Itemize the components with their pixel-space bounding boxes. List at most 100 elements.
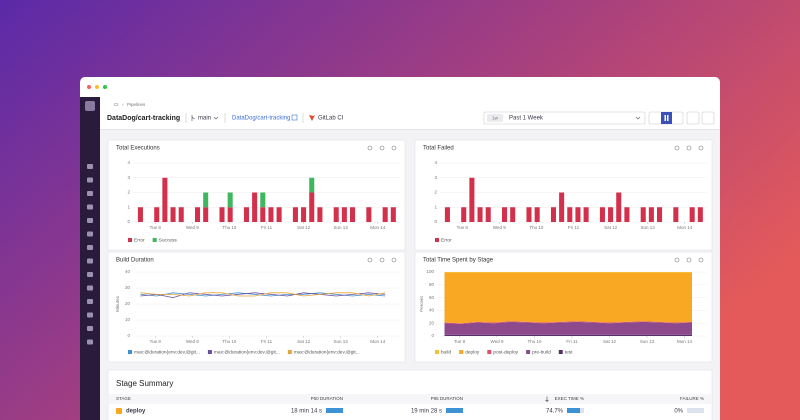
x-tick-label: Mon 14	[677, 225, 693, 230]
legend-label[interactable]: post-deploy	[493, 349, 518, 355]
panel-action[interactable]	[367, 145, 373, 151]
table-title: Stage Summary	[116, 379, 173, 388]
area	[444, 321, 692, 335]
legend-label[interactable]: Error	[134, 237, 145, 243]
breadcrumb[interactable]: CI	[114, 102, 119, 107]
legend-label[interactable]: test	[565, 349, 573, 355]
bar	[526, 207, 532, 222]
bar	[599, 207, 605, 222]
bar	[550, 207, 557, 222]
area	[444, 272, 692, 273]
bar	[178, 207, 184, 222]
panel-action[interactable]	[674, 257, 680, 263]
legend-label[interactable]: Error	[441, 237, 452, 243]
legend-label[interactable]: Success	[159, 237, 178, 243]
charts: Total Executions 0 1 2 3 4 Tue 8 Wed 9 Thu 10 Fri…	[107, 139, 713, 363]
header: CI › Pipelines DataDog/cart-tracking mai…	[107, 102, 715, 125]
legend-label[interactable]: max:@duration{env:dev,@git...	[214, 349, 280, 355]
y-tick-label: 0	[431, 333, 434, 338]
area	[444, 334, 692, 336]
branch[interactable]: main	[198, 116, 211, 122]
settings-button[interactable]	[701, 111, 715, 125]
bar	[469, 177, 475, 222]
legend-label[interactable]: build	[441, 349, 451, 355]
panel-action[interactable]	[686, 257, 692, 263]
panel-action[interactable]	[391, 257, 397, 263]
legend-swatch	[526, 350, 531, 354]
x-tick-label: Thu 10	[527, 339, 542, 344]
nav-icon[interactable]	[87, 204, 93, 210]
column-header[interactable]: FAILURE %	[680, 396, 704, 401]
bar	[689, 207, 695, 222]
bar	[292, 207, 298, 222]
panel-action[interactable]	[379, 145, 385, 151]
nav-icon[interactable]	[87, 218, 93, 223]
column-header[interactable]: P95 DURATION	[431, 396, 463, 401]
y-tick-label: 4	[127, 160, 130, 165]
max-dot[interactable]	[103, 85, 107, 89]
panel-action[interactable]	[367, 257, 373, 263]
nav-icon[interactable]	[87, 245, 93, 250]
bar	[260, 207, 266, 222]
x-tick-label: Sun 13	[641, 225, 656, 230]
close-dot[interactable]	[87, 85, 91, 89]
nav-icon[interactable]	[87, 258, 93, 264]
y-tick-label: 1	[434, 204, 437, 209]
panel-action[interactable]	[698, 257, 704, 263]
bar	[317, 207, 323, 222]
x-tick-label: Thu 10	[222, 339, 237, 344]
panel-action[interactable]	[674, 145, 680, 151]
legend-swatch	[558, 350, 563, 354]
nav-icon[interactable]	[87, 164, 93, 169]
bar	[366, 207, 372, 222]
y-tick-label: 100	[426, 269, 434, 274]
bar	[657, 207, 663, 222]
repo-link[interactable]: DataDog/cart-tracking	[232, 116, 290, 122]
x-tick-label: Mon 14	[677, 339, 693, 344]
column-header[interactable]: P50 DURATION	[311, 396, 343, 401]
legend-swatch	[207, 350, 212, 354]
time-selector[interactable]	[483, 111, 646, 125]
bar	[567, 207, 573, 222]
legend-swatch	[128, 238, 132, 242]
y-tick-label: 3	[127, 175, 130, 180]
legend-label[interactable]: pre-build	[532, 349, 551, 355]
panel-action[interactable]	[379, 257, 385, 263]
panel-action[interactable]	[391, 145, 397, 151]
y-tick-label: 3	[434, 175, 437, 180]
dropdown-caret	[213, 116, 219, 120]
nav-icon[interactable]	[87, 177, 93, 183]
gitlab-icon	[309, 115, 315, 121]
breadcrumb[interactable]: Pipelines	[127, 102, 146, 107]
nav-icon[interactable]	[87, 299, 93, 304]
column-header[interactable]: STAGE	[116, 396, 131, 401]
y-tick-label: 2	[434, 190, 437, 195]
panel-action[interactable]	[686, 145, 692, 151]
legend-swatch	[459, 350, 464, 354]
logo[interactable]	[85, 101, 95, 111]
legend-label[interactable]: max:@duration{env:dev,@git...	[294, 349, 360, 355]
legend-swatch	[128, 350, 132, 354]
cell: deploy	[126, 409, 146, 415]
nav-icon[interactable]	[87, 326, 93, 331]
nav-icon[interactable]	[87, 285, 93, 291]
time-range: Past 1 Week	[509, 116, 544, 122]
nav-icon[interactable]	[87, 191, 93, 196]
cell-bar	[567, 408, 580, 413]
bar	[510, 207, 516, 222]
nav-icon[interactable]	[87, 231, 93, 237]
refresh-button[interactable]	[686, 111, 700, 125]
bar	[276, 207, 282, 222]
nav-icon[interactable]	[87, 339, 93, 345]
min-dot[interactable]	[95, 85, 99, 89]
column-header[interactable]: EXEC TIME %	[555, 396, 584, 401]
nav-icon[interactable]	[87, 312, 93, 318]
bar	[640, 207, 646, 222]
panel-action[interactable]	[698, 145, 704, 151]
legend-label[interactable]: max:@duration{env:dev,@git...	[134, 349, 200, 355]
panel-title: Total Executions	[116, 146, 160, 152]
pause-button[interactable]	[661, 112, 672, 124]
nav-icon[interactable]	[87, 272, 93, 277]
legend-label[interactable]: deploy	[465, 349, 480, 355]
area	[444, 321, 692, 324]
